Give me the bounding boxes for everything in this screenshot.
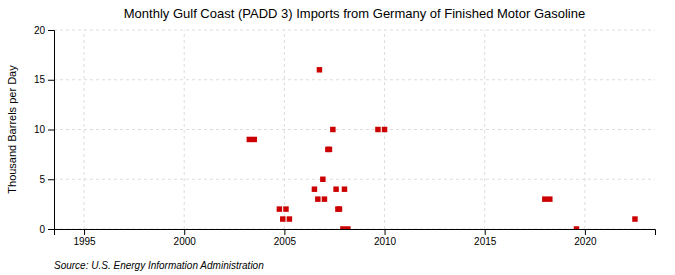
y-axis-title: Thousand Barrels per Day	[6, 65, 18, 194]
point	[574, 226, 579, 229]
point	[345, 226, 350, 229]
y-tick-mark	[48, 80, 54, 81]
x-tick: 1995	[73, 229, 96, 247]
grid-line	[54, 79, 655, 80]
x-tick-label: 2020	[574, 236, 597, 247]
point	[382, 127, 387, 132]
point	[542, 196, 547, 201]
point	[320, 177, 325, 182]
y-tick-mark	[48, 229, 54, 230]
point	[283, 206, 288, 211]
x-axis: 1995 2000 2005 2010 2015 2020	[55, 229, 656, 247]
x-tick-label: 2005	[274, 236, 297, 247]
grid-line	[484, 30, 485, 229]
point	[375, 127, 380, 132]
x-tick-mark	[585, 229, 586, 235]
point	[333, 186, 338, 191]
title: Monthly Gulf Coast (PADD 3) Imports from…	[124, 6, 585, 21]
y-tick-mark	[48, 130, 54, 131]
point	[247, 137, 252, 142]
y-axis-line	[48, 31, 55, 230]
points	[247, 67, 638, 229]
point	[322, 196, 327, 201]
grid-line	[54, 129, 655, 130]
y-axis: 0 5 10 15 20	[34, 25, 55, 235]
x-tick-mark	[385, 229, 386, 235]
point	[632, 216, 637, 221]
grid-line	[184, 30, 185, 229]
grid-line	[54, 30, 655, 31]
point	[277, 206, 282, 211]
y-tick-label: 10	[34, 124, 46, 135]
grid-line	[54, 179, 655, 180]
y-tick-label: 0	[39, 224, 45, 235]
x-tick-mark	[184, 229, 185, 235]
point	[340, 226, 345, 229]
x-tick-label: 2015	[474, 236, 497, 247]
x-tick: 2015	[474, 229, 497, 247]
y-tick: 20	[34, 25, 54, 36]
x-tick-label: 1995	[73, 236, 96, 247]
point	[547, 196, 552, 201]
y-tick-mark	[48, 179, 54, 180]
grid	[54, 30, 655, 229]
point	[337, 206, 342, 211]
x-tick-label: 2000	[174, 236, 197, 247]
y-tick-mark	[48, 30, 54, 31]
x-tick: 2020	[574, 229, 597, 247]
x-tick-label: 2010	[374, 236, 397, 247]
point	[287, 216, 292, 221]
x-tick-mark	[485, 229, 486, 235]
y-tick: 15	[34, 74, 54, 85]
point	[315, 196, 320, 201]
y-tick-label: 20	[34, 25, 46, 36]
x-tick: 2010	[374, 229, 397, 247]
y-tick: 0	[39, 224, 54, 235]
x-tick-mark	[284, 229, 285, 235]
x-tick: 2005	[274, 229, 297, 247]
point	[342, 186, 347, 191]
x-tick: 2000	[174, 229, 197, 247]
annotation: Source: U.S. Energy Information Administ…	[54, 260, 264, 271]
point	[280, 216, 285, 221]
y-tick: 5	[39, 174, 54, 185]
point	[252, 137, 257, 142]
x-tick-mark	[84, 229, 85, 235]
point	[317, 67, 322, 72]
y-tick: 10	[34, 124, 54, 135]
x-axis-line	[55, 230, 656, 236]
y-tick-label: 5	[39, 174, 45, 185]
point	[330, 127, 335, 132]
point	[312, 186, 317, 191]
point	[327, 147, 332, 152]
y-tick-label: 15	[34, 74, 46, 85]
chart: 1995 2000 2005 2010 2015 2020 0 5 10 15 20 Monthly …	[0, 0, 675, 275]
